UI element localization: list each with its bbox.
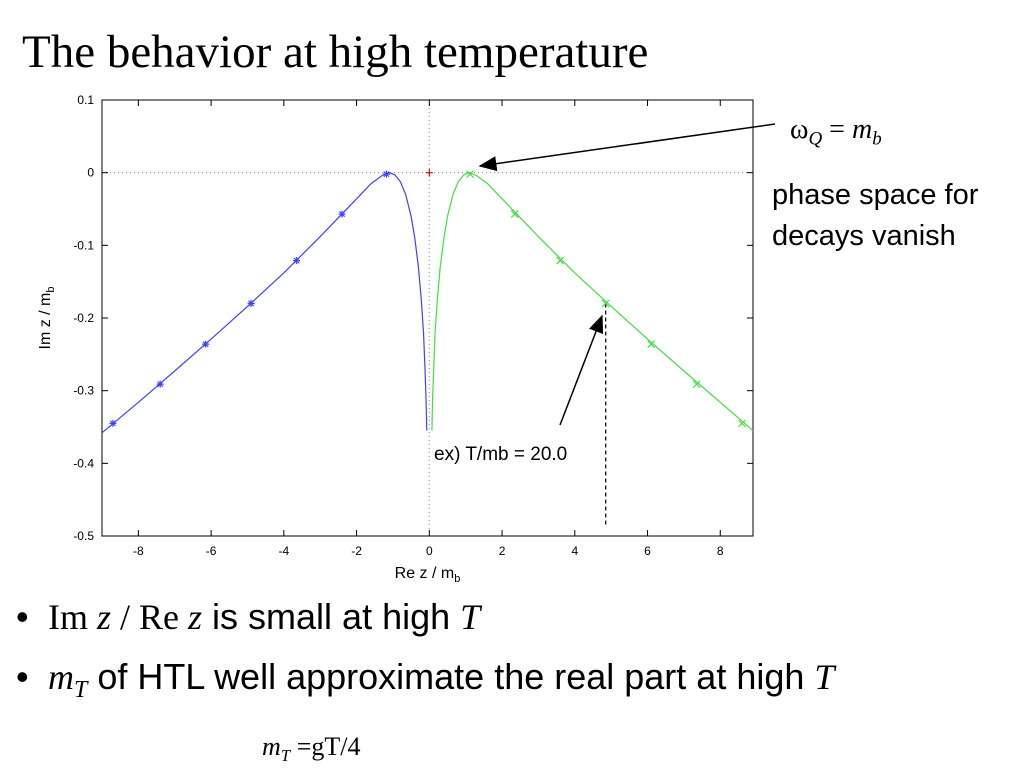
data-point — [692, 380, 701, 389]
omega-arrow — [478, 123, 776, 172]
bullet-list: • Im z / Re z is small at high T • mT of… — [12, 596, 1012, 729]
ex-arrow — [559, 314, 604, 426]
marker-stroke — [293, 257, 300, 264]
data-point — [382, 170, 390, 178]
plot: -8 -6 -4 -2 0 2 4 6 8 0.1 0 -0.1 -0.2 -0.3 -0.4 -0.5 Re … — [37, 93, 776, 585]
x-tick-label: 2 — [499, 544, 506, 558]
data-point — [510, 210, 519, 219]
x-tick-label: -8 — [133, 544, 144, 558]
data-point — [109, 419, 117, 427]
slide-title: The behavior at high temperature — [22, 26, 649, 78]
x-tick-label: 0 — [426, 544, 433, 558]
marker-stroke — [647, 340, 656, 349]
data-point — [202, 340, 210, 348]
marker-stroke — [556, 256, 565, 265]
example-label: ex) T/mb = 20.0 — [434, 444, 568, 465]
data-point — [556, 256, 565, 265]
data-point — [738, 419, 747, 428]
data-point — [601, 299, 610, 308]
x-tick-label: 8 — [717, 544, 724, 558]
y-axis-label: Im z / mb — [37, 286, 57, 349]
data-point — [156, 380, 164, 388]
y-tick-label: 0 — [87, 166, 94, 180]
data-point — [247, 299, 255, 307]
marker-stroke — [383, 171, 390, 178]
marker-stroke — [466, 170, 474, 179]
data-point — [647, 340, 656, 349]
marker-stroke — [248, 300, 255, 307]
y-axis-label-sub: b — [45, 286, 57, 292]
marker-stroke — [109, 420, 116, 427]
marker-stroke — [157, 381, 164, 388]
y-tick-label: -0.5 — [73, 529, 94, 543]
htl-mass-formula: mT =gT/4 — [262, 732, 361, 765]
data-point — [293, 257, 301, 265]
y-tick-label: -0.3 — [73, 384, 94, 398]
series-line-2 — [431, 172, 754, 432]
marker-stroke — [510, 210, 519, 219]
phase-space-note: phase space for decays vanish — [772, 179, 979, 252]
bullet-dot: • — [16, 596, 29, 637]
bullet-item-1: • Im z / Re z is small at high T — [16, 596, 481, 637]
x-tick-label: -6 — [206, 544, 217, 558]
x-axis-label: Re z / mb — [395, 565, 461, 585]
plot-frame — [101, 99, 754, 537]
marker-stroke — [202, 341, 209, 348]
marker-stroke — [338, 211, 346, 218]
y-tick-label: -0.1 — [73, 238, 94, 252]
x-tick-label: -2 — [351, 544, 362, 558]
bullet-dot: • — [16, 656, 29, 697]
x-tick-label: -4 — [279, 544, 290, 558]
x-tick-label: 4 — [571, 544, 578, 558]
data-point — [338, 210, 346, 218]
data-point — [425, 169, 433, 177]
x-axis-label-sub: b — [454, 573, 460, 585]
omega-q-label: ωQ = mb — [790, 114, 882, 150]
marker-stroke — [692, 380, 701, 389]
x-tick-label: 6 — [644, 544, 651, 558]
data-point — [466, 170, 474, 179]
y-tick-label: 0.1 — [77, 93, 94, 107]
marker-stroke — [601, 299, 610, 308]
series-line-1 — [101, 172, 428, 434]
y-tick-label: -0.4 — [73, 456, 94, 470]
bullet-item-2: • mT of HTL well approximate the real pa… — [16, 656, 835, 703]
marker-stroke — [738, 419, 747, 428]
y-tick-label: -0.2 — [73, 311, 94, 325]
